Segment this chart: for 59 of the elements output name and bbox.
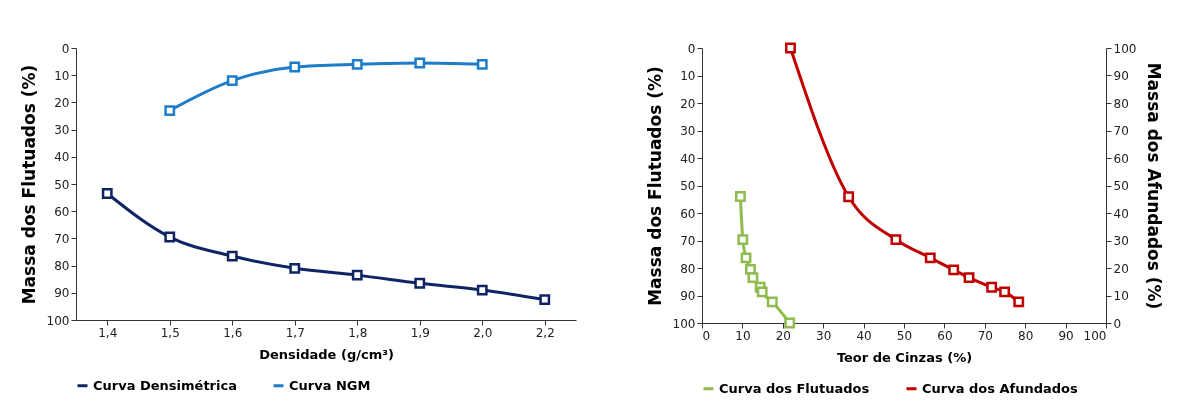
y-tick-label: 20	[680, 96, 696, 111]
y-tick-label: 90	[54, 286, 70, 301]
y2-tick-label: 30	[1113, 234, 1129, 248]
y2-tick-label: 80	[1113, 96, 1129, 111]
y2-tick-label: 10	[1113, 289, 1129, 303]
y-tick-label: 30	[680, 124, 696, 138]
y-tick-label: 30	[54, 123, 70, 138]
x-tick-label: 1,5	[160, 325, 180, 340]
y2-tick-label: 40	[1113, 206, 1129, 221]
x-tick-label: 0	[702, 328, 711, 343]
y-tick-label: 20	[54, 95, 70, 110]
x-axis-title: Teor de Cinzas (%)	[836, 349, 973, 365]
y-tick-label: 80	[54, 259, 70, 274]
y-axis-title: Massa dos Flutuados (%)	[644, 66, 665, 306]
y-tick-label: 60	[680, 206, 696, 221]
y-tick-label: 40	[54, 150, 70, 165]
x-tick-label: 2,2	[535, 325, 555, 340]
y-tick-label: 0	[687, 41, 696, 56]
y-tick-label: 70	[680, 234, 696, 248]
y-tick-label: 70	[54, 231, 70, 246]
y2-tick-label: 20	[1113, 261, 1129, 276]
y2-tick-label: 100	[1113, 41, 1137, 56]
legend-label: Curva NGM	[289, 377, 371, 393]
y-tick-label: 10	[54, 68, 70, 83]
y-tick-label: 40	[680, 151, 696, 166]
x-tick-label: 30	[816, 328, 832, 343]
x-tick-label: 1,8	[348, 325, 368, 340]
y-tick-label: 80	[680, 261, 696, 276]
y2-tick-label: 70	[1113, 124, 1129, 138]
y-tick-label: 0	[61, 41, 70, 56]
y2-tick-label: 50	[1113, 179, 1129, 193]
x-tick-label: 1,4	[98, 325, 118, 340]
x-tick-label: 100	[1083, 328, 1107, 343]
x-tick-label: 20	[775, 328, 791, 343]
x-tick-label: 80	[1018, 328, 1034, 343]
x-tick-label: 10	[735, 328, 751, 343]
y2-tick-label: 90	[1113, 69, 1129, 83]
x-tick-label: 2,0	[473, 325, 493, 340]
x-axis-title: Densidade (g/cm³)	[259, 346, 394, 362]
legend-label: Curva Densimétrica	[93, 377, 237, 393]
x-tick-label: 90	[1058, 328, 1074, 343]
y-tick-label: 10	[680, 69, 696, 83]
x-tick-label: 1,9	[410, 325, 430, 340]
y-tick-label: 60	[54, 204, 70, 219]
x-tick-label: 70	[977, 328, 993, 343]
y-tick-label: 100	[46, 313, 70, 328]
legend-label: Curva dos Flutuados	[719, 380, 870, 396]
legend-label: Curva dos Afundados	[922, 380, 1079, 396]
y-axis-title: Massa dos Flutuados (%)	[18, 64, 39, 305]
x-tick-label: 1,6	[223, 325, 243, 340]
y-tick-label: 50	[680, 179, 696, 193]
x-tick-label: 60	[937, 328, 953, 343]
y2-axis-title: Massa dos Afundados (%)	[1144, 62, 1165, 310]
x-tick-label: 1,7	[285, 325, 305, 340]
x-tick-label: 50	[896, 328, 913, 343]
y-tick-label: 90	[680, 289, 696, 303]
y2-tick-label: 60	[1113, 151, 1129, 166]
y-tick-label: 50	[54, 177, 70, 192]
x-tick-label: 40	[856, 328, 872, 343]
